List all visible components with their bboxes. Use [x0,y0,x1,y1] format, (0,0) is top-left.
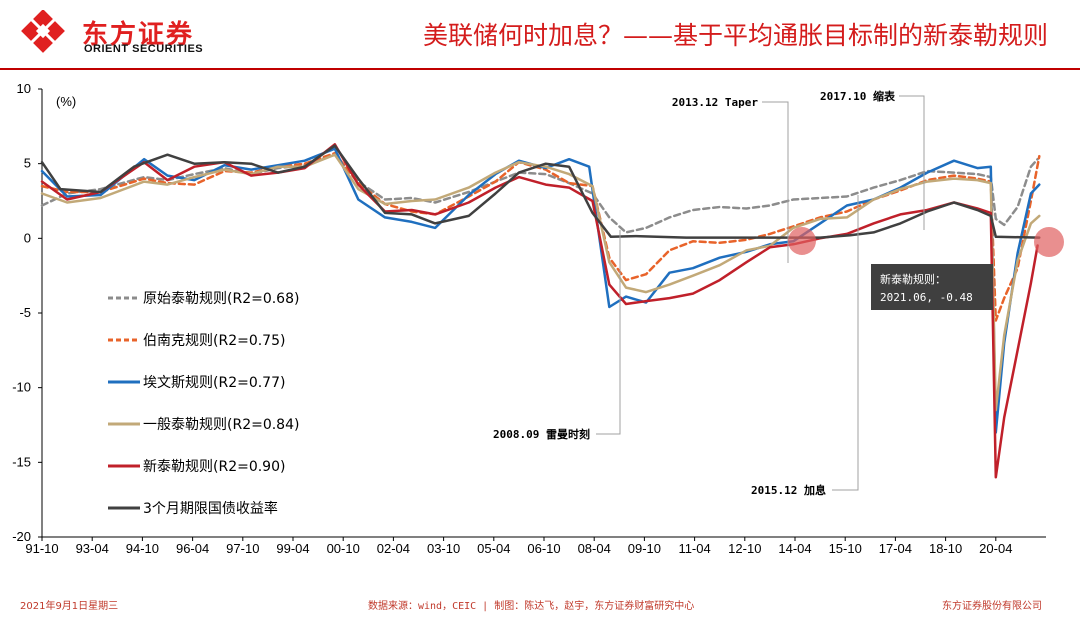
annotation-leader-line [899,95,925,230]
annotation-leader-line [832,195,859,491]
logo-chinese-text: 东方证券 [82,20,195,50]
legend-label: 伯南克规则(R2=0.75) [143,333,285,349]
y-unit-label: (%) [56,94,76,109]
company-logo: 东方证券 ORIENT SECURITIES [18,9,238,60]
y-tick-label: -10 [12,380,31,395]
chart-legend: 原始泰勒规则(R2=0.68) 伯南克规则(R2=0.75) 埃文斯规则(R2=0.… [108,291,299,517]
x-tick-label: 06-10 [527,541,560,556]
chart-axes: 10 5 0 -5 -10 -15 -20 (%) 91-10 93-04 94-10 96-04 97… [12,81,1046,556]
x-tick-label: 99-04 [276,541,309,556]
page-title: 美联储何时加息？——基于平均通胀目标制的新泰勒规则 [422,21,1048,50]
y-tick-label: 5 [24,156,31,171]
footer-date: 2021年9月1日星期三 [20,601,119,612]
annotation-label: 2017.10 缩表 [820,89,896,103]
footer-source: 数据来源：wind，CEIC | 制图：陈达飞，赵宇，东方证券财富研究中心 [368,601,695,612]
series-line-3 [40,147,1041,434]
x-tick-label: 93-04 [76,541,109,556]
legend-label: 埃文斯规则(R2=0.77) [143,375,285,391]
x-tick-label: 15-10 [829,541,862,556]
chart-callout: 新泰勒规则： 2021.06, -0.48 [871,264,993,310]
chart-annotations: 2013.12 Taper 2017.10 缩表 2008.09 雷曼时刻 2015.… [493,89,1064,497]
legend-label: 新泰勒规则(R2=0.90) [143,459,285,475]
annotation-label: 2008.09 雷曼时刻 [493,427,590,441]
annotation-label: 2013.12 Taper [672,96,758,109]
y-tick-label: -20 [12,529,31,544]
footer: 2021年9月1日星期三 数据来源：wind，CEIC | 制图：陈达飞，赵宇，… [0,597,1080,617]
y-tick-label: 0 [24,230,31,245]
logo-english-text: ORIENT SECURITIES [84,43,204,55]
header-divider [0,68,1080,70]
x-tick-label: 97-10 [226,541,259,556]
callout-box [871,264,993,310]
x-tick-label: 91-10 [25,541,58,556]
x-tick-label: 02-04 [377,541,410,556]
legend-label: 3个月期限国债收益率 [143,500,278,517]
y-tick-label: -5 [19,305,31,320]
x-tick-label: 94-10 [126,541,159,556]
annotation-leader-line [596,230,621,435]
line-chart: 10 5 0 -5 -10 -15 -20 (%) 91-10 93-04 94-10 96-04 97… [12,81,1064,556]
highlight-marker-2014 [788,227,816,255]
x-tick-label: 20-04 [979,541,1012,556]
x-tick-label: 96-04 [176,541,209,556]
x-tick-label: 09-10 [628,541,661,556]
x-tick-label: 17-04 [879,541,912,556]
legend-label: 原始泰勒规则(R2=0.68) [143,291,299,307]
x-tick-label: 00-10 [327,541,360,556]
x-tick-label: 08-04 [578,541,611,556]
annotation-leader-line [762,101,789,263]
x-tick-label: 11-04 [678,541,710,556]
annotation-label: 2015.12 加息 [751,483,826,497]
legend-label: 一般泰勒规则(R2=0.84) [143,417,299,433]
chart-series [40,143,1041,479]
series-line-4 [40,153,1041,412]
callout-value: 2021.06, -0.48 [880,291,973,304]
x-tick-label: 14-04 [778,541,811,556]
orient-logo-icon [21,9,65,53]
y-tick-label: 10 [17,81,31,96]
x-tick-label: 03-10 [427,541,460,556]
series-line-6 [40,144,1041,239]
x-tick-label: 18-10 [929,541,962,556]
x-tick-label: 05-04 [477,541,510,556]
footer-company: 东方证券股份有限公司 [942,601,1042,612]
x-tick-label: 12-10 [728,541,761,556]
callout-title: 新泰勒规则： [880,272,946,286]
header: 东方证券 ORIENT SECURITIES 美联储何时加息？——基于平均通胀目… [0,0,1080,70]
y-tick-label: -15 [12,454,31,469]
highlight-marker-2021 [1034,227,1064,257]
